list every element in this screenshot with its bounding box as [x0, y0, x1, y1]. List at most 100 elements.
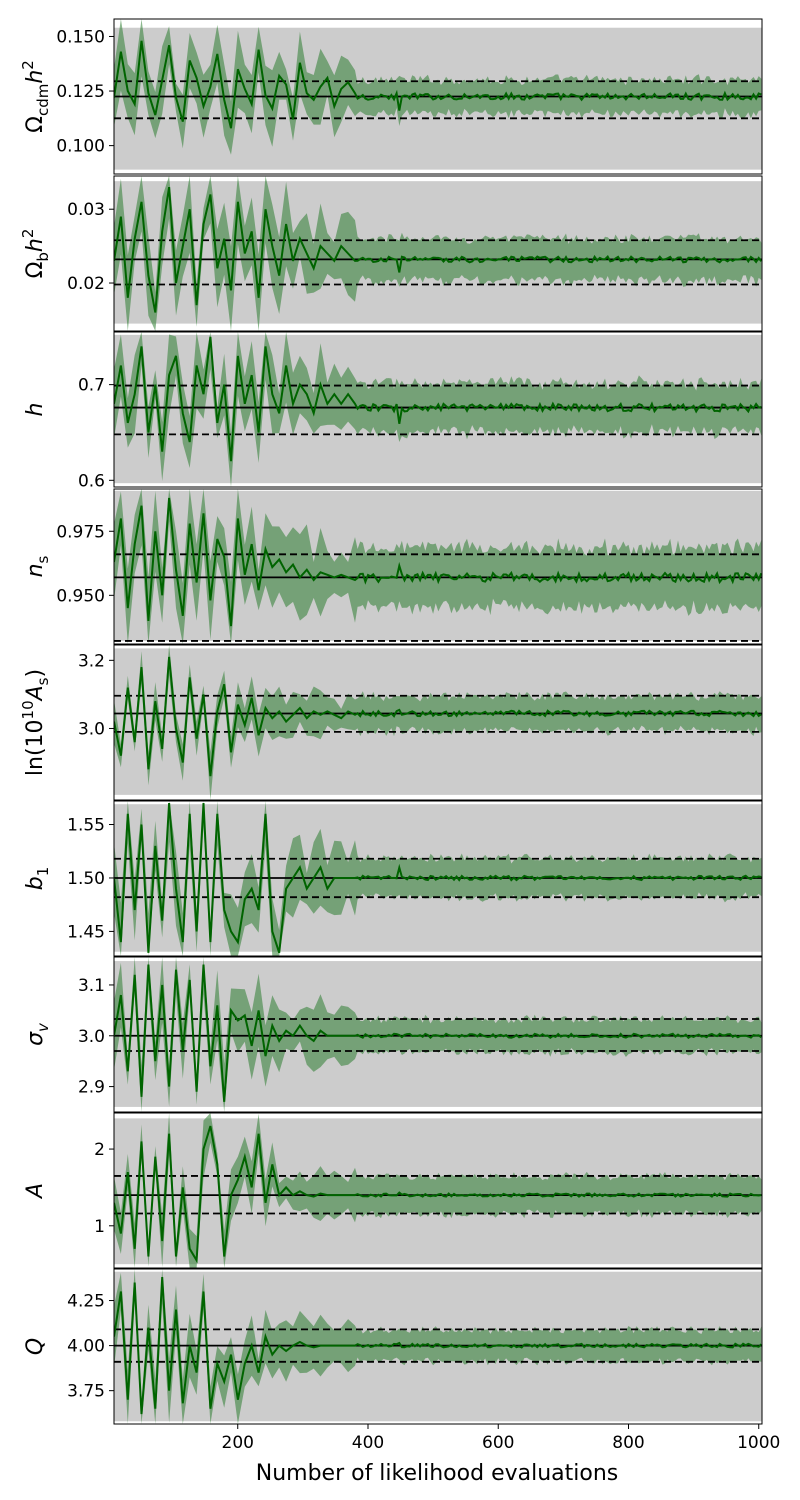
y-tick-label: 1.55 — [67, 816, 105, 836]
y-tick-label: 2 — [94, 1140, 105, 1160]
y-axis-title-part: cdm — [34, 84, 52, 116]
x-tick-label: 1000 — [737, 1433, 780, 1453]
y-axis-title-part: n — [23, 563, 48, 577]
posterior-band — [114, 19, 762, 155]
y-tick-label: 4.25 — [67, 1292, 105, 1312]
mean-trace-line — [114, 656, 762, 777]
y-tick-label: 0.125 — [56, 82, 105, 102]
y-axis-title-part: Ω — [23, 116, 48, 133]
y-tick-label: 2.9 — [78, 1078, 105, 1098]
mean-trace-line — [114, 336, 762, 462]
y-tick-label: 4.00 — [67, 1337, 105, 1357]
y-axis-title: σv — [23, 1022, 52, 1046]
plot-area — [114, 1113, 762, 1268]
plot-area — [114, 176, 762, 331]
mean-trace-line — [114, 40, 762, 129]
panel-frame — [113, 331, 763, 488]
panel-frame — [113, 800, 763, 957]
mean-trace-line — [114, 497, 762, 627]
posterior-band — [114, 489, 762, 644]
y-axis-title-part: s — [34, 677, 52, 685]
x-tick-label: 600 — [482, 1433, 514, 1453]
panel-3: 0.6 0.7 h — [23, 331, 763, 491]
panel-frame — [113, 1268, 763, 1425]
panel-5: 3.0 3.2 ln(1010As) — [19, 644, 763, 801]
y-axis-title: h — [23, 403, 48, 417]
y-axis-title-part: h — [23, 403, 48, 417]
panel-8: 1 2 A — [23, 1112, 763, 1269]
y-axis-title: ns — [23, 555, 52, 577]
y-axis-title-part: 10 — [19, 700, 37, 719]
y-tick-label: 1 — [94, 1217, 105, 1237]
y-tick-label: 0.950 — [56, 586, 105, 606]
panel-frame — [113, 488, 763, 645]
y-axis-title-part: h — [23, 70, 48, 84]
y-tick-label: 3.0 — [78, 1027, 105, 1047]
y-axis-title-part: 1 — [34, 867, 52, 877]
posterior-band — [114, 645, 762, 800]
y-axis-title-part: 2 — [19, 60, 37, 70]
panel-frame — [113, 644, 763, 801]
y-axis-title-part: s — [34, 555, 52, 563]
panel-frame — [113, 956, 763, 1113]
y-tick-label: 0.6 — [78, 471, 105, 491]
plot-area — [114, 1269, 762, 1424]
plot-area — [114, 957, 762, 1112]
y-tick-label: 3.75 — [67, 1382, 105, 1402]
mean-trace-line — [114, 186, 762, 313]
y-axis-title-part: b — [34, 252, 52, 262]
y-axis-title-part: ) — [23, 669, 48, 678]
y-tick-label: 0.150 — [56, 27, 105, 47]
posterior-band — [114, 1113, 762, 1268]
y-axis-title-part: σ — [23, 1031, 48, 1046]
x-tick-label: 800 — [612, 1433, 644, 1453]
y-tick-label: 1.50 — [67, 869, 105, 889]
mean-trace-line — [114, 1125, 762, 1264]
posterior-band — [114, 1269, 762, 1424]
x-tick-label: 400 — [352, 1433, 384, 1453]
y-tick-label: 3.2 — [78, 651, 105, 671]
y-axis-title: A — [23, 1183, 48, 1200]
y-axis-title-part: h — [23, 238, 48, 252]
y-axis-title-part: Ω — [23, 262, 48, 279]
plot-area — [114, 19, 762, 170]
mean-trace-line — [114, 803, 762, 954]
panel-frame — [113, 175, 763, 332]
y-axis-title: ln(1010As) — [19, 669, 52, 776]
y-axis-title-part: 2 — [19, 229, 37, 239]
y-tick-label: 0.03 — [67, 200, 105, 220]
panel-frame — [113, 18, 763, 175]
y-axis-title: Ωbh2 — [19, 229, 52, 279]
y-tick-label: 0.975 — [56, 522, 105, 542]
mean-trace-line — [114, 964, 762, 1102]
y-axis-title: Ωcdmh2 — [19, 60, 52, 133]
y-axis-title-part: A — [23, 1183, 48, 1200]
posterior-band — [114, 332, 762, 487]
plot-area — [114, 645, 762, 800]
plot-area — [114, 332, 762, 487]
y-axis-title-part: Q — [23, 1338, 48, 1355]
panels-group: 0.1000.1250.150Ωcdmh20.020.03Ωbh20.60.7h… — [19, 18, 763, 1425]
y-axis-title-part: ln(10 — [23, 719, 48, 776]
plot-area — [114, 489, 762, 644]
y-tick-label: 1.45 — [67, 922, 105, 942]
y-tick-label: 0.7 — [78, 376, 105, 396]
y-tick-label: 0.02 — [67, 274, 105, 294]
y-axis-title-part: A — [23, 685, 48, 702]
panel-6: 1.45 1.50 1.55 b1 — [23, 800, 763, 957]
y-tick-label: 0.100 — [56, 137, 105, 157]
panel-9: 3.75 4.00 4.25 Q — [23, 1268, 763, 1425]
y-axis-title: Q — [23, 1338, 48, 1355]
y-axis-title-part: v — [34, 1022, 52, 1032]
mean-trace-line — [114, 1277, 762, 1415]
plot-area — [114, 801, 762, 956]
y-axis-title-part: b — [23, 876, 48, 890]
panel-frame — [113, 1112, 763, 1269]
panel-7: 2.9 3.0 3.1 σv — [23, 956, 763, 1113]
posterior-band — [114, 176, 762, 331]
panel-2: 0.02 0.03 Ωbh2 — [19, 175, 763, 332]
y-tick-label: 3.0 — [78, 719, 105, 739]
